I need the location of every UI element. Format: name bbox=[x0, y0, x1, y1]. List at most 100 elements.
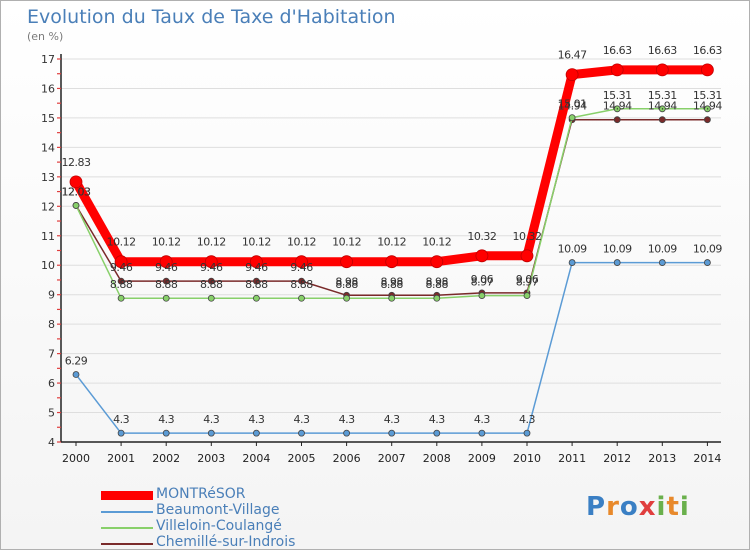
data-point-beaumont-village bbox=[704, 259, 711, 266]
data-point-villeloin-coulange bbox=[252, 294, 260, 302]
data-point-beaumont-village bbox=[568, 259, 576, 266]
data-label-montresor: 10.12 bbox=[377, 236, 406, 249]
data-label-beaumont-village: 4.3 bbox=[429, 413, 445, 426]
data-label-villeloin-coulange: 8.97 bbox=[471, 276, 494, 289]
data-label-villeloin-coulange: 8.88 bbox=[200, 278, 223, 291]
legend-label: MONTRéSOR bbox=[156, 486, 246, 502]
brand-letter: r bbox=[606, 492, 620, 522]
data-point-villeloin-coulange bbox=[433, 294, 441, 302]
brand-letter: t bbox=[666, 492, 680, 522]
data-point-villeloin-coulange bbox=[523, 292, 531, 299]
data-label-montresor: 10.12 bbox=[107, 236, 136, 249]
data-point-montresor bbox=[295, 255, 308, 269]
data-point-beaumont-village bbox=[388, 429, 396, 437]
data-label-montresor: 16.47 bbox=[558, 49, 587, 62]
x-tick-label: 2003 bbox=[197, 452, 225, 465]
data-point-montresor bbox=[249, 255, 263, 269]
x-tick-label: 2001 bbox=[107, 452, 135, 465]
x-tick-label: 2013 bbox=[648, 452, 676, 465]
data-point-beaumont-village bbox=[162, 429, 170, 437]
data-point-chemille-sur-indrois bbox=[117, 277, 125, 285]
data-point-villeloin-coulange bbox=[388, 294, 396, 302]
data-point-beaumont-village bbox=[343, 429, 351, 437]
x-tick-label: 2011 bbox=[558, 452, 586, 465]
y-tick-label: 9 bbox=[48, 289, 55, 302]
y-tick-label: 8 bbox=[48, 318, 55, 331]
data-point-montresor bbox=[204, 255, 218, 269]
data-label-montresor: 16.63 bbox=[648, 44, 677, 57]
data-point-chemille-sur-indrois bbox=[613, 116, 621, 124]
data-point-montresor bbox=[159, 255, 173, 269]
data-point-montresor bbox=[610, 63, 624, 77]
data-label-villeloin-coulange: 12.03 bbox=[62, 185, 91, 198]
data-label-chemille-sur-indrois: 14.94 bbox=[603, 100, 632, 113]
data-label-montresor: 10.12 bbox=[242, 236, 271, 249]
data-label-villeloin-coulange: 8.97 bbox=[516, 276, 539, 289]
data-point-montresor bbox=[114, 255, 128, 269]
x-tick-label: 2000 bbox=[62, 452, 90, 465]
data-point-montresor bbox=[701, 63, 714, 77]
brand-letter: x bbox=[638, 492, 657, 522]
x-tick-label: 2002 bbox=[152, 452, 180, 465]
data-label-villeloin-coulange: 8.88 bbox=[335, 278, 358, 291]
data-point-montresor bbox=[520, 249, 534, 263]
x-tick-label: 2007 bbox=[378, 452, 406, 465]
data-point-beaumont-village bbox=[523, 429, 531, 437]
y-tick-label: 15 bbox=[41, 112, 55, 125]
data-label-beaumont-village: 6.29 bbox=[65, 355, 88, 368]
data-point-villeloin-coulange bbox=[162, 294, 170, 302]
legend-swatch bbox=[101, 527, 153, 529]
data-point-beaumont-village bbox=[117, 429, 125, 437]
data-point-villeloin-coulange bbox=[658, 105, 666, 113]
data-label-montresor: 10.12 bbox=[197, 236, 226, 249]
data-label-beaumont-village: 10.09 bbox=[558, 243, 587, 256]
data-label-montresor: 10.12 bbox=[332, 236, 361, 249]
data-label-chemille-sur-indrois: 12.03 bbox=[62, 185, 91, 198]
y-tick-label: 13 bbox=[41, 171, 55, 184]
data-label-montresor: 10.32 bbox=[467, 230, 496, 243]
y-tick-label: 11 bbox=[41, 230, 55, 243]
data-label-beaumont-village: 10.09 bbox=[603, 243, 632, 256]
data-point-chemille-sur-indrois bbox=[658, 116, 666, 124]
data-point-villeloin-coulange bbox=[343, 294, 351, 302]
data-label-villeloin-coulange: 8.88 bbox=[155, 278, 178, 291]
data-label-chemille-sur-indrois: 9.46 bbox=[200, 261, 223, 274]
data-point-beaumont-village bbox=[478, 429, 486, 437]
data-label-montresor: 16.63 bbox=[603, 44, 632, 57]
data-label-villeloin-coulange: 8.88 bbox=[426, 278, 449, 291]
data-point-chemille-sur-indrois bbox=[207, 277, 215, 285]
x-tick-label: 2014 bbox=[693, 452, 721, 465]
data-point-montresor bbox=[340, 255, 354, 269]
data-label-montresor: 12.83 bbox=[62, 156, 91, 169]
data-point-montresor bbox=[69, 175, 83, 189]
data-point-villeloin-coulange bbox=[568, 114, 576, 122]
brand-letter: P bbox=[586, 492, 607, 522]
data-label-chemille-sur-indrois: 9.46 bbox=[290, 261, 313, 274]
data-point-montresor bbox=[430, 255, 444, 269]
data-point-villeloin-coulange bbox=[117, 294, 125, 302]
brand-logo: Proxiti bbox=[586, 492, 690, 522]
data-label-villeloin-coulange: 8.88 bbox=[380, 278, 403, 291]
data-point-beaumont-village bbox=[72, 371, 80, 378]
data-point-montresor bbox=[655, 63, 669, 77]
data-label-chemille-sur-indrois: 8.98 bbox=[426, 275, 449, 288]
y-tick-label: 4 bbox=[48, 436, 55, 449]
y-tick-label: 12 bbox=[41, 200, 55, 213]
data-point-villeloin-coulange bbox=[704, 105, 711, 113]
data-label-montresor: 10.12 bbox=[152, 236, 181, 249]
legend-swatch bbox=[101, 543, 153, 545]
data-label-chemille-sur-indrois: 9.46 bbox=[110, 261, 133, 274]
data-point-beaumont-village bbox=[207, 429, 215, 437]
data-label-chemille-sur-indrois: 8.98 bbox=[335, 275, 358, 288]
x-tick-label: 2012 bbox=[603, 452, 631, 465]
data-label-villeloin-coulange: 8.88 bbox=[110, 278, 133, 291]
data-label-villeloin-coulange: 15.31 bbox=[693, 89, 722, 102]
data-point-beaumont-village bbox=[658, 259, 666, 266]
data-label-beaumont-village: 4.3 bbox=[203, 413, 219, 426]
data-label-montresor: 10.12 bbox=[422, 236, 451, 249]
data-label-villeloin-coulange: 15.31 bbox=[648, 89, 677, 102]
y-tick-label: 10 bbox=[41, 259, 55, 272]
y-tick-label: 14 bbox=[41, 141, 55, 154]
data-point-villeloin-coulange bbox=[613, 105, 621, 113]
y-tick-label: 17 bbox=[41, 53, 55, 66]
